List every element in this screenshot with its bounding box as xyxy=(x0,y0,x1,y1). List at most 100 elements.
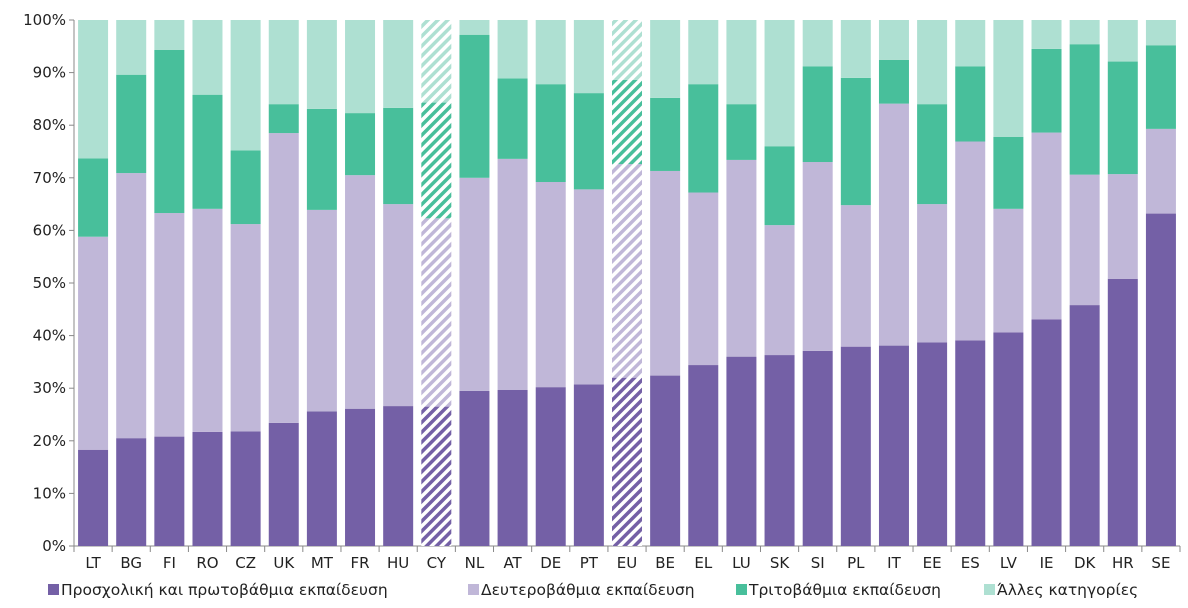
bar-segment xyxy=(116,438,147,546)
y-tick-label: 20% xyxy=(33,432,66,450)
bar-segment xyxy=(497,389,528,546)
x-tick-label: SE xyxy=(1151,554,1170,572)
y-tick-label: 50% xyxy=(33,274,66,292)
x-tick-label: PL xyxy=(847,554,865,572)
bar-segment xyxy=(268,133,299,423)
bar-segment xyxy=(383,107,414,205)
bar-segment xyxy=(1145,20,1176,46)
bar-segment xyxy=(306,411,337,546)
legend-swatch xyxy=(984,584,995,595)
bar-segment xyxy=(993,136,1024,209)
x-tick-label: EE xyxy=(923,554,942,572)
bar-segment xyxy=(840,346,871,546)
bar-segment xyxy=(116,173,147,439)
x-tick-label: EU xyxy=(617,554,637,572)
x-tick-label: SK xyxy=(770,554,791,572)
bar-segment xyxy=(878,345,909,546)
x-tick-label: PT xyxy=(580,554,599,572)
y-tick-label: 100% xyxy=(23,11,66,29)
bar-segment xyxy=(726,104,757,160)
x-tick-label: LV xyxy=(1000,554,1018,572)
bar-segment xyxy=(459,20,490,35)
y-tick-label: 10% xyxy=(33,484,66,502)
bar-segment xyxy=(802,66,833,163)
bar-segment xyxy=(1145,45,1176,129)
bar-segment xyxy=(1107,174,1138,279)
bar-segment xyxy=(802,350,833,546)
x-tick-label: ES xyxy=(961,554,980,572)
bar-segment xyxy=(268,422,299,546)
bar-segment xyxy=(78,158,109,237)
x-axis: LT BG FI RO CZ UK MT FR HU CY NL AT DE PT EU BE EL LU SK SI… xyxy=(73,545,1181,572)
bar-segment xyxy=(154,49,185,214)
bar-segment xyxy=(573,189,604,385)
x-tick-label: DK xyxy=(1074,554,1097,572)
bar-segment xyxy=(688,365,719,546)
bar-segment xyxy=(1107,278,1138,546)
bar-segment xyxy=(612,377,642,546)
x-tick-label: DE xyxy=(540,554,561,572)
bar-segment xyxy=(1031,319,1062,546)
x-tick-label: CY xyxy=(427,554,447,572)
bar-segment xyxy=(764,225,795,356)
bar-segment xyxy=(78,20,109,159)
bar-segment xyxy=(917,342,948,546)
bar-segment xyxy=(268,104,299,134)
bar-segment xyxy=(1069,20,1100,45)
legend-label: Τριτοβάθμια εκπαίδευση xyxy=(748,581,941,599)
bar-segment xyxy=(78,449,109,546)
x-tick-label: FR xyxy=(351,554,370,572)
bar-segment xyxy=(1031,48,1062,133)
bar-segment xyxy=(459,177,490,391)
bar-segment xyxy=(1107,61,1138,175)
bar-segment xyxy=(306,209,337,412)
bar-segment xyxy=(764,355,795,546)
bar-segment xyxy=(993,332,1024,546)
bar-segment xyxy=(154,213,185,437)
y-tick-label: 60% xyxy=(33,221,66,239)
bars xyxy=(78,20,1176,546)
bar-segment xyxy=(917,204,948,343)
x-tick-label: BE xyxy=(655,554,675,572)
legend-label: Προσχολική και πρωτοβάθμια εκπαίδευση xyxy=(61,581,388,599)
y-tick-label: 70% xyxy=(33,169,66,187)
legend: Προσχολική και πρωτοβάθμια εκπαίδευση Δευ… xyxy=(48,581,1138,599)
bar-segment xyxy=(612,20,642,80)
bar-segment xyxy=(345,20,376,114)
x-tick-label: FI xyxy=(163,554,176,572)
bar-segment xyxy=(917,20,948,105)
bar-segment xyxy=(383,204,414,407)
bar-segment xyxy=(306,20,337,109)
bar-segment xyxy=(726,20,757,105)
bar-segment xyxy=(230,20,261,151)
bar-segment xyxy=(993,208,1024,333)
bar-segment xyxy=(955,20,986,67)
bar-segment xyxy=(383,406,414,546)
bar-segment xyxy=(1145,128,1176,214)
bar-segment xyxy=(1145,213,1176,546)
bar-segment xyxy=(612,79,642,165)
x-tick-label: IT xyxy=(887,554,901,572)
bar-segment xyxy=(955,66,986,142)
bar-segment xyxy=(1031,20,1062,49)
bar-segment xyxy=(192,208,223,432)
bar-segment xyxy=(650,170,681,376)
bar-segment xyxy=(612,164,642,378)
y-tick-label: 40% xyxy=(33,327,66,345)
bar-segment xyxy=(650,375,681,546)
bar-segment xyxy=(955,141,986,341)
bar-segment xyxy=(1069,174,1100,306)
bar-segment xyxy=(955,340,986,546)
bar-segment xyxy=(650,20,681,98)
bar-segment xyxy=(1069,305,1100,546)
bar-segment xyxy=(535,84,566,183)
bar-segment xyxy=(802,20,833,67)
x-tick-label: LT xyxy=(85,554,101,572)
bar-segment xyxy=(535,182,566,388)
bar-segment xyxy=(345,113,376,176)
bar-segment xyxy=(726,159,757,357)
x-tick-label: MT xyxy=(311,554,334,572)
bar-segment xyxy=(1069,44,1100,175)
bar-segment xyxy=(726,356,757,546)
